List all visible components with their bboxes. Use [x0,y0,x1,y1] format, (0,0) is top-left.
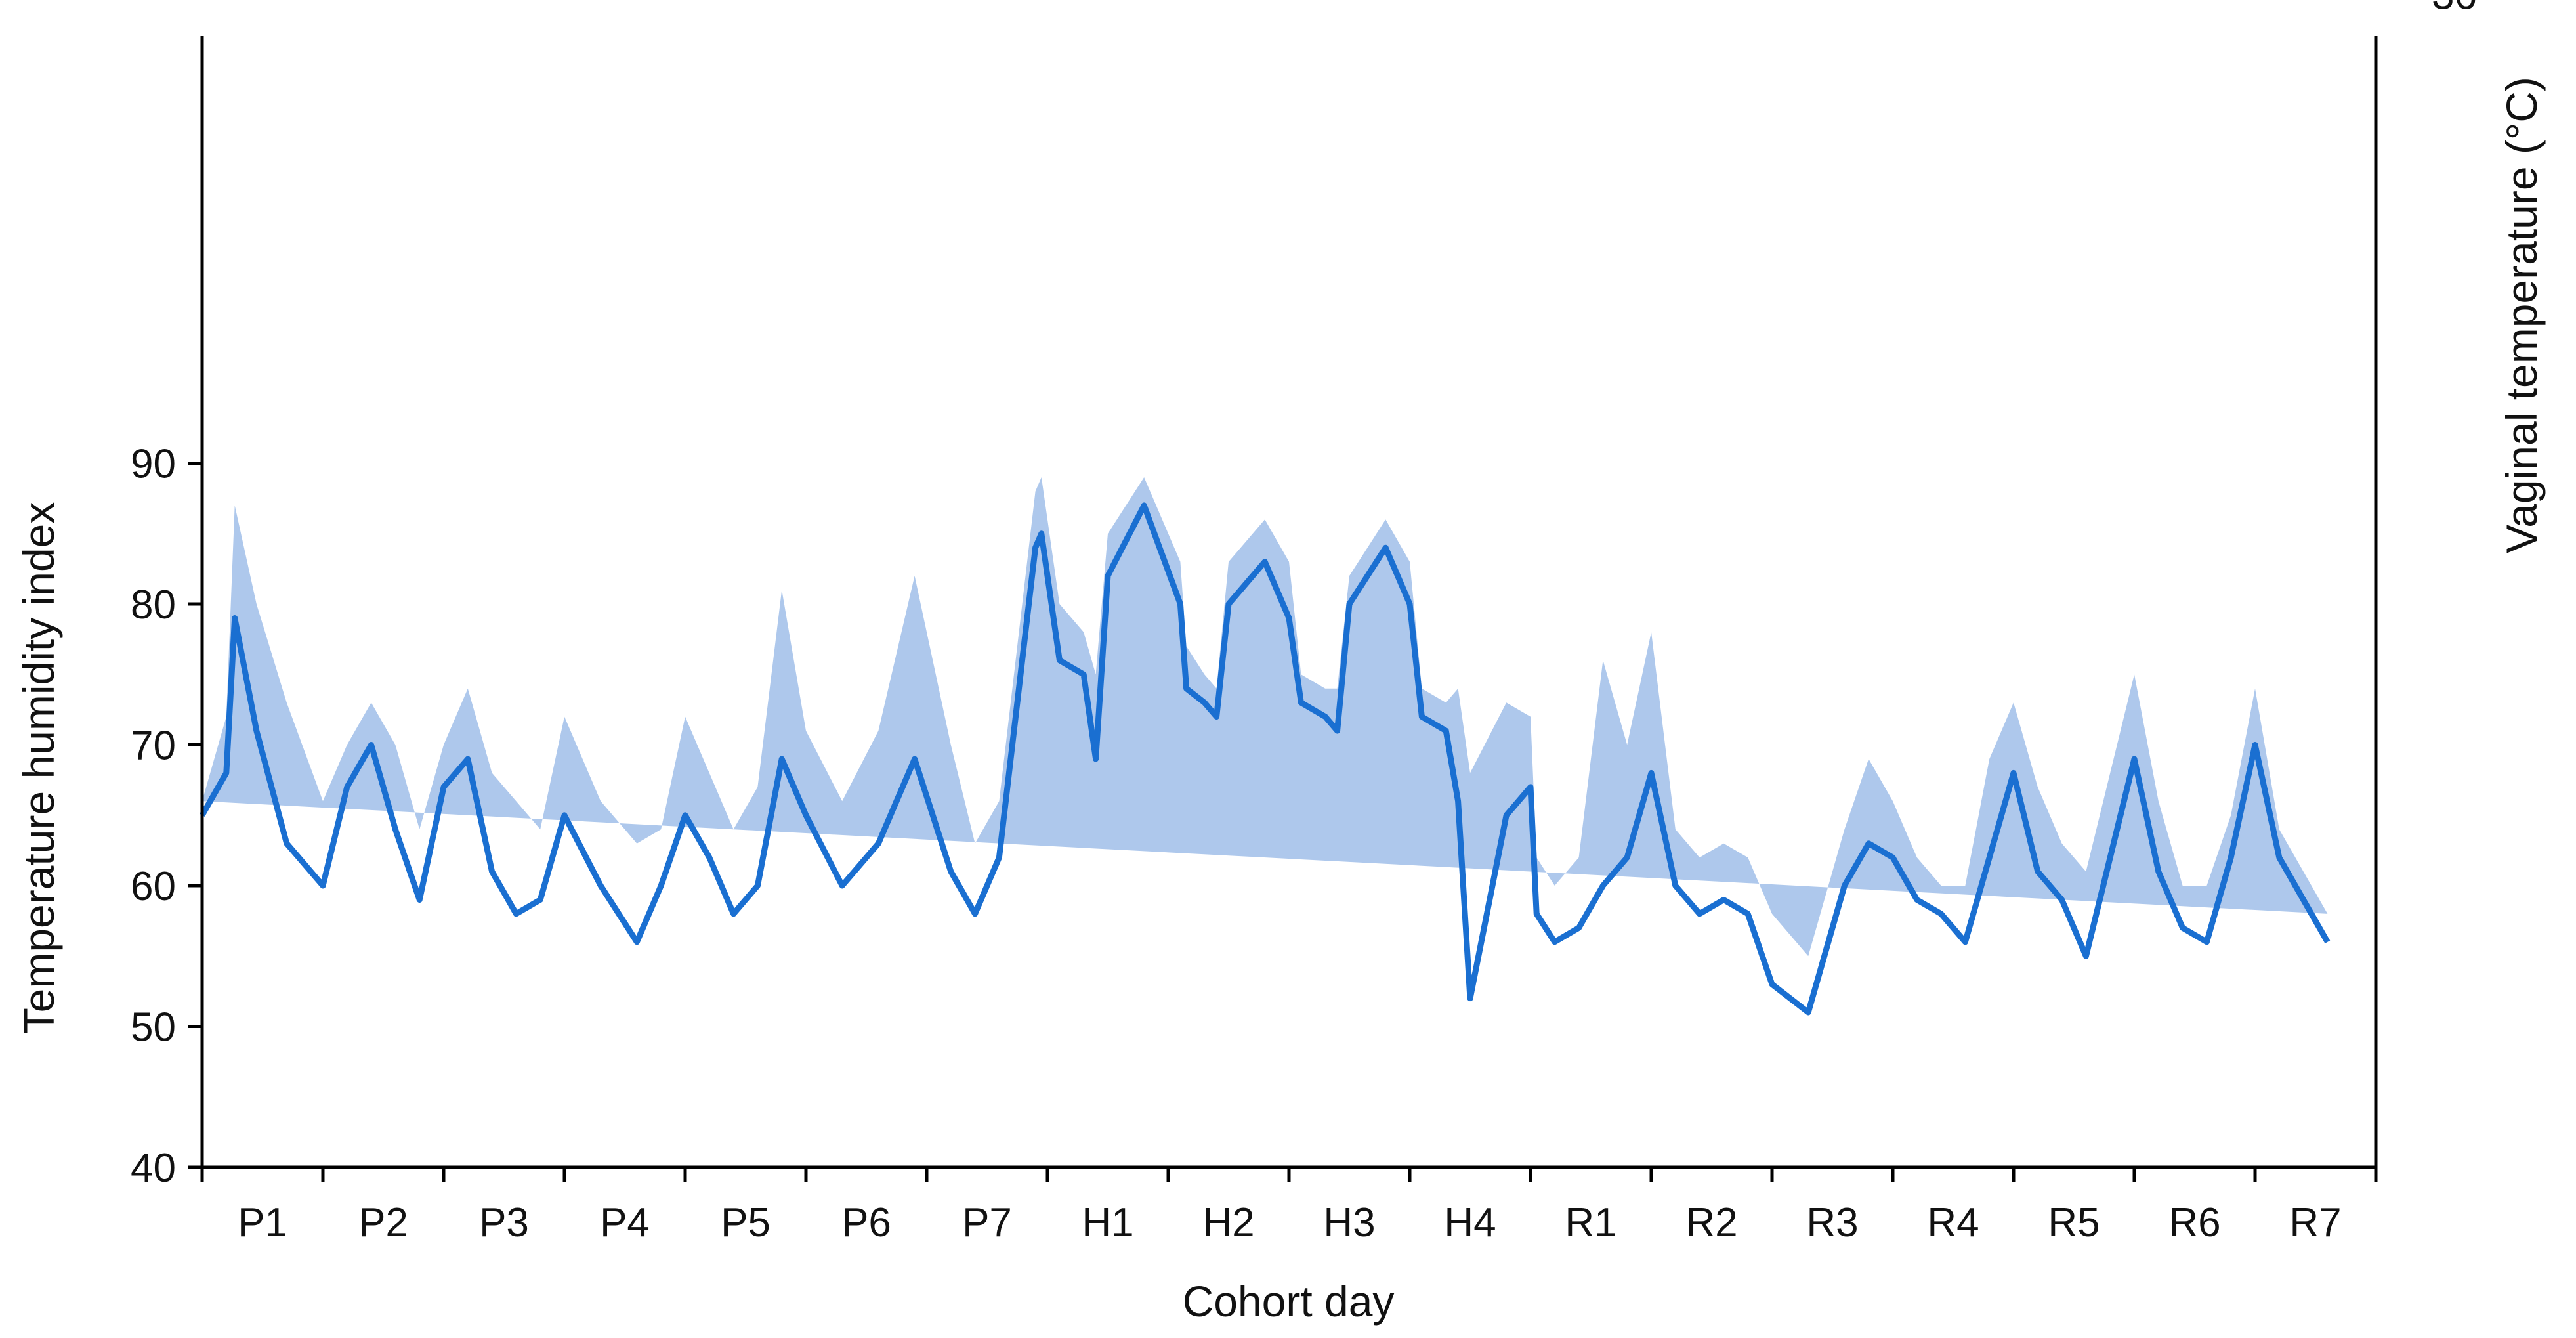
x-tick-label: R2 [1685,1200,1737,1245]
x-tick-label: R3 [1806,1200,1858,1245]
x-tick-label: H2 [1202,1200,1254,1245]
x-tick-label: R6 [2168,1200,2220,1245]
left-tick-label: 40 [131,1146,176,1191]
left-tick-label: 90 [131,442,176,487]
confidence-bands [202,477,2328,957]
x-tick-label: P2 [358,1200,408,1245]
x-tick-label: H4 [1444,1200,1496,1245]
axis-labels: 405060708090363738394041P1P2P3P4P5P6P7H1… [131,0,2477,1245]
left-axis-title: Temperature humidity index [14,502,63,1035]
x-tick-label: P4 [600,1200,650,1245]
x-tick-label: P3 [479,1200,529,1245]
left-tick-label: 80 [131,582,176,628]
thi-band [202,477,2328,957]
left-tick-label: 60 [131,864,176,909]
x-tick-label: R7 [2289,1200,2341,1245]
axes [188,36,2378,1182]
x-tick-label: P6 [841,1200,891,1245]
x-tick-label: P1 [238,1200,287,1245]
thi-line [200,502,2331,1016]
x-tick-label: R1 [1565,1200,1616,1245]
x-tick-label: P5 [721,1200,771,1245]
x-axis-title: Cohort day [1183,1277,1395,1326]
x-tick-label: H3 [1323,1200,1375,1245]
x-tick-label: P7 [962,1200,1012,1245]
x-tick-label: R4 [1927,1200,1979,1245]
x-tick-label: R5 [2048,1200,2100,1245]
right-axis-title: Vaginal temperature (°C) [2497,77,2546,553]
series-lines [200,502,2331,1016]
x-tick-label: H1 [1082,1200,1133,1245]
left-tick-label: 50 [131,1005,176,1050]
left-tick-label: 70 [131,723,176,769]
right-tick-label: 36 [2432,0,2477,18]
